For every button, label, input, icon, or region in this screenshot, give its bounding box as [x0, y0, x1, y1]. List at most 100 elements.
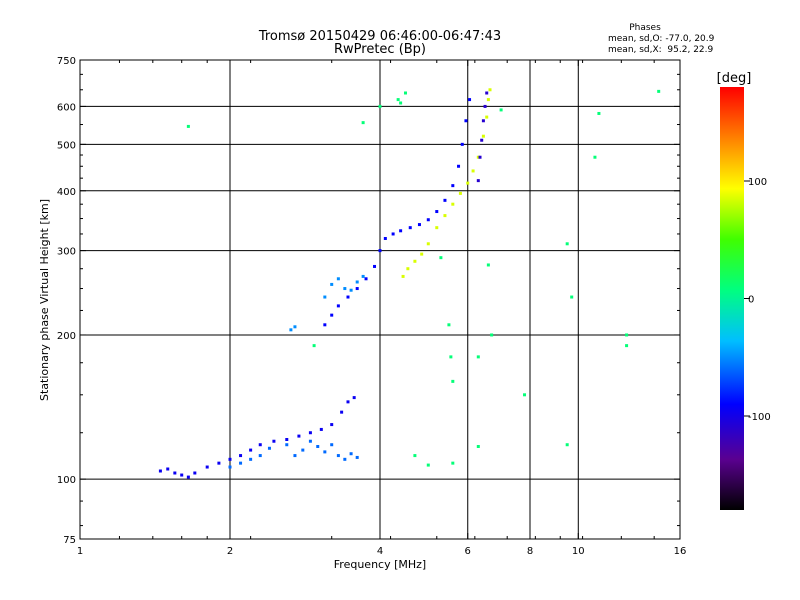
data-point: [319, 427, 323, 431]
data-point: [468, 98, 472, 102]
data-point: [180, 473, 184, 477]
data-point: [417, 223, 421, 227]
data-point: [471, 169, 475, 173]
data-point: [443, 198, 447, 202]
data-point: [565, 443, 569, 447]
data-point: [293, 325, 297, 329]
data-point: [343, 287, 347, 291]
data-point: [346, 400, 350, 404]
data-point: [413, 259, 417, 263]
data-point: [355, 280, 359, 284]
colorbar: [720, 87, 744, 510]
data-point: [483, 104, 487, 108]
data-point: [228, 465, 232, 469]
data-point: [396, 98, 400, 102]
data-point: [476, 155, 480, 159]
data-point: [466, 181, 470, 185]
data-point: [166, 467, 170, 471]
data-point: [193, 471, 197, 475]
data-point: [293, 454, 297, 458]
data-point: [499, 108, 503, 112]
x-axis-label: Frequency [MHz]: [334, 558, 426, 571]
data-point: [323, 323, 327, 327]
data-point: [173, 471, 177, 475]
data-point: [361, 121, 365, 125]
data-point: [249, 448, 253, 452]
data-point: [355, 287, 359, 291]
x-tick-label: 4: [377, 546, 383, 557]
data-point: [451, 379, 455, 383]
data-point: [443, 214, 447, 218]
data-point: [426, 242, 430, 246]
data-point: [267, 446, 271, 450]
data-point: [593, 155, 597, 159]
data-point: [289, 328, 293, 332]
data-point: [330, 423, 334, 427]
data-point: [378, 104, 382, 108]
data-point: [330, 443, 334, 447]
data-point: [480, 138, 484, 142]
data-point: [435, 210, 439, 214]
data-point: [451, 202, 455, 206]
data-point: [383, 236, 387, 240]
data-point: [239, 461, 243, 465]
data-point: [340, 410, 344, 414]
data-point: [523, 393, 527, 397]
data-point: [399, 229, 403, 233]
data-point: [447, 323, 451, 327]
data-point: [426, 463, 430, 467]
data-point: [239, 454, 243, 458]
data-point: [323, 450, 327, 454]
data-point: [336, 454, 340, 458]
data-point: [349, 452, 353, 456]
data-point: [485, 115, 489, 119]
data-point: [373, 264, 377, 268]
colorbar-ticks: 100 0 -100: [744, 177, 771, 423]
x-tick-label: 10: [572, 546, 585, 557]
y-tick-label: 500: [57, 140, 76, 151]
y-tick-label: 750: [57, 56, 76, 67]
data-point: [301, 448, 305, 452]
x-tick-label: 16: [674, 546, 687, 557]
data-point: [408, 226, 412, 230]
data-point: [406, 267, 410, 271]
data-point: [625, 333, 629, 337]
data-point: [597, 111, 601, 115]
data-point: [330, 282, 334, 286]
data-point: [158, 469, 162, 473]
data-point: [435, 226, 439, 230]
data-point: [486, 263, 490, 267]
data-point: [297, 434, 301, 438]
data-point: [308, 439, 312, 443]
data-point: [364, 277, 368, 281]
data-point: [355, 455, 359, 459]
data-point: [391, 232, 395, 236]
data-point: [565, 242, 569, 246]
data-point: [186, 475, 190, 479]
data-point: [349, 288, 353, 292]
data-point: [490, 333, 494, 337]
data-point: [464, 119, 468, 123]
data-point: [476, 179, 480, 183]
data-point: [486, 98, 490, 102]
data-point: [336, 277, 340, 281]
data-point: [399, 101, 403, 105]
data-point: [346, 295, 350, 299]
data-point: [481, 119, 485, 123]
data-point: [323, 295, 327, 299]
data-point: [336, 304, 340, 308]
data-point: [272, 439, 276, 443]
data-point: [625, 344, 629, 348]
data-point: [308, 431, 312, 435]
phases-title: Phases: [629, 23, 661, 33]
data-point: [249, 457, 253, 461]
data-point: [258, 454, 262, 458]
y-axis-label: Stationary phase Virtual Height [km]: [38, 199, 51, 401]
x-tick-label: 1: [77, 546, 83, 557]
y-tick-label: 200: [57, 331, 76, 342]
data-point: [420, 252, 424, 256]
data-point: [228, 457, 232, 461]
x-tick-label: 6: [465, 546, 471, 557]
colorbar-label: [deg]: [717, 71, 752, 86]
